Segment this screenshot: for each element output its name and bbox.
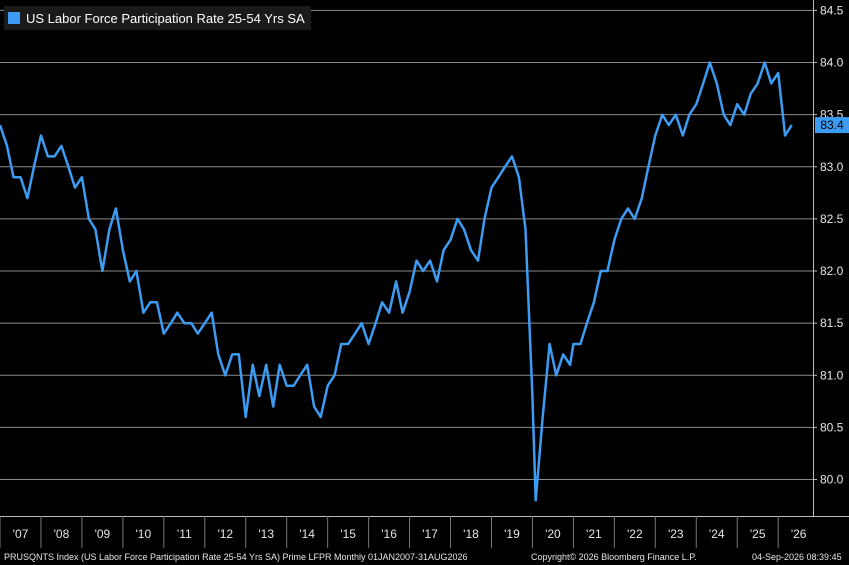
chart-title: US Labor Force Participation Rate 25-54 … <box>26 10 305 26</box>
x-tick-label: '24 <box>709 527 725 541</box>
x-tick-label: '26 <box>791 527 807 541</box>
x-tick-label: '12 <box>217 527 233 541</box>
y-tick-label: 81.0 <box>820 368 844 382</box>
footer-copyright: Copyright© 2026 Bloomberg Finance L.P. <box>531 552 697 562</box>
y-tick-label: 81.5 <box>820 316 844 330</box>
x-axis-tick-labels: '07 '08 '09 '10 '11 '12 '13 '14 '15 '16 '17 '18 '19 '… <box>13 527 807 541</box>
gridlines <box>0 9 813 481</box>
y-tick-label: 80.5 <box>820 420 844 434</box>
y-tick-label: 84.5 <box>820 3 844 17</box>
series-layer <box>0 61 793 502</box>
y-tick-label: 83.0 <box>820 160 844 174</box>
x-tick-label: '14 <box>299 527 315 541</box>
y-tick-label: 84.0 <box>820 56 844 70</box>
x-tick-label: '18 <box>463 527 479 541</box>
x-tick-label: '23 <box>668 527 684 541</box>
x-tick-label: '09 <box>95 527 111 541</box>
last-value-text: 83.4 <box>820 118 844 132</box>
x-tick-label: '25 <box>750 527 766 541</box>
footer-source: PRUSQNTS Index (US Labor Force Participa… <box>4 552 468 562</box>
legend: US Labor Force Participation Rate 25-54 … <box>4 6 311 30</box>
x-tick-label: '16 <box>381 527 397 541</box>
line-chart: 80.080.581.081.582.082.583.083.584.084.5… <box>0 0 849 550</box>
last-value-badge <box>815 117 849 134</box>
x-tick-label: '11 <box>177 527 192 541</box>
x-tick-label: '15 <box>340 527 356 541</box>
y-tick-label: 80.0 <box>820 473 844 487</box>
footer-timestamp: 04-Sep-2026 08:39:45 <box>752 552 842 562</box>
y-tick-label: 82.0 <box>820 264 844 278</box>
x-tick-label: '13 <box>258 527 274 541</box>
x-tick-label: '07 <box>13 527 29 541</box>
x-tick-label: '17 <box>422 527 438 541</box>
x-tick-label: '10 <box>136 527 152 541</box>
footer: PRUSQNTS Index (US Labor Force Participa… <box>0 550 849 565</box>
x-tick-label: '21 <box>586 527 602 541</box>
last-value-label: 83.4 <box>815 117 849 134</box>
x-tick-label: '22 <box>627 527 643 541</box>
legend-swatch <box>8 12 20 24</box>
x-tick-label: '19 <box>504 527 520 541</box>
series-line <box>0 61 793 502</box>
x-tick-label: '20 <box>545 527 561 541</box>
y-axis-tick-labels: 80.080.581.081.582.082.583.083.584.084.5 <box>820 3 844 486</box>
axes <box>0 0 849 548</box>
y-tick-label: 82.5 <box>820 212 844 226</box>
x-tick-label: '08 <box>54 527 70 541</box>
